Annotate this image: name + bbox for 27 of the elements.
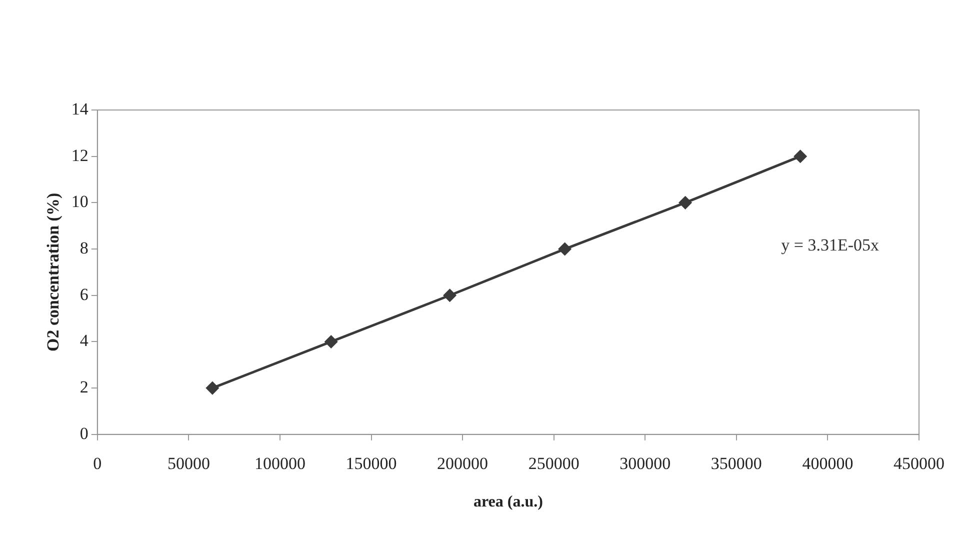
point [679,196,692,209]
y-tick-label: 6 [80,284,88,304]
y-tick-label: 8 [80,238,88,258]
x-tick-label: 400000 [802,454,854,474]
point [324,335,338,348]
point [444,289,456,302]
y-tick-label: 2 [80,378,88,397]
x-tick-label: 300000 [620,454,671,474]
y-tick-label: 12 [71,146,88,165]
y-tick-label: 4 [80,331,89,350]
x-tick-label: 50000 [167,454,210,474]
x-axis-title: area (a.u.) [473,494,543,511]
point [206,382,219,394]
annotation: y = 3.31E-05x [781,236,880,255]
point [794,150,807,163]
x-tick-label: 100000 [254,454,306,474]
y-tick-label: 10 [71,192,88,212]
x-tick-label: 450000 [894,454,944,474]
x-tick-label: 200000 [437,454,488,474]
x-tick-label: 150000 [346,454,397,474]
y-axis-title: O2 concentration (%) [44,192,63,352]
x-tick-label: 250000 [528,454,580,474]
y-tick-label: 14 [71,99,89,118]
y-tick-label: 0 [80,424,88,443]
x-tick-label: 0 [93,454,102,474]
x-tick-label: 350000 [710,454,762,474]
point [558,242,572,256]
